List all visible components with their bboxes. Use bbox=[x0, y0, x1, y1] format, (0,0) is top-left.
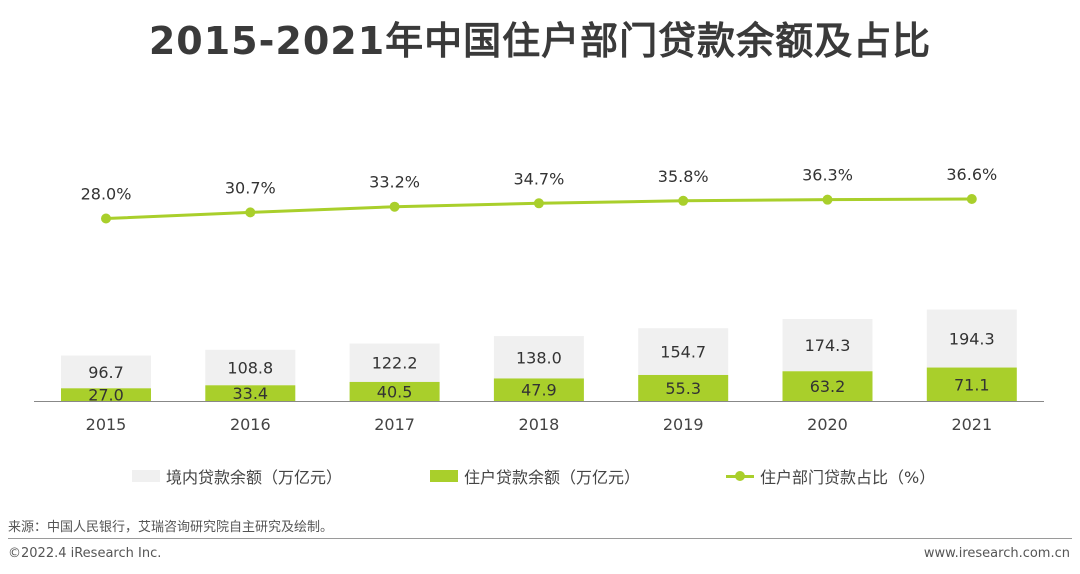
ratio-point-2015 bbox=[101, 213, 111, 224]
bar-household-2016 bbox=[205, 385, 296, 401]
legend-label-ratio: 住户部门贷款占比（%） bbox=[760, 468, 936, 487]
chart-title: 2015-2021年中国住户部门贷款余额及占比 bbox=[148, 19, 932, 63]
legend-item-domestic: 境内贷款余额（万亿元） bbox=[132, 464, 342, 488]
label-household-2021: 71.1 bbox=[954, 375, 990, 394]
source-note: 来源：中国人民银行，艾瑞咨询研究院自主研究及绘制。 bbox=[8, 520, 334, 535]
label-ratio-2018: 34.7% bbox=[513, 169, 564, 188]
label-ratio-2015: 28.0% bbox=[81, 185, 132, 204]
bar-household-2020 bbox=[782, 371, 873, 401]
legend-swatch-household bbox=[430, 470, 458, 482]
x-tick-2018: 2018 bbox=[519, 415, 560, 434]
label-domestic-2015: 96.7 bbox=[88, 363, 124, 382]
label-household-2016: 33.4 bbox=[232, 384, 268, 403]
bar-domestic-2021 bbox=[926, 309, 1017, 368]
bar-household-2018 bbox=[493, 378, 584, 401]
label-domestic-2016: 108.8 bbox=[227, 359, 273, 378]
legend-swatch-domestic bbox=[132, 470, 160, 482]
label-household-2018: 47.9 bbox=[521, 381, 557, 400]
copyright-text: ©2022.4 iResearch Inc. bbox=[8, 546, 162, 561]
ratio-point-2020 bbox=[822, 194, 833, 205]
footer-divider bbox=[8, 538, 1072, 539]
label-ratio-2016: 30.7% bbox=[225, 178, 276, 197]
bar-household-2015 bbox=[61, 388, 151, 401]
ratio-point-2019 bbox=[678, 195, 689, 206]
legend-label-domestic: 境内贷款余额（万亿元） bbox=[166, 468, 343, 487]
label-ratio-2019: 35.8% bbox=[658, 167, 709, 186]
bar-domestic-2015 bbox=[61, 355, 151, 389]
website-link[interactable]: www.iresearch.com.cn bbox=[923, 546, 1070, 561]
x-tick-2016: 2016 bbox=[230, 415, 271, 434]
label-ratio-2017: 33.2% bbox=[369, 173, 420, 192]
bar-domestic-2020 bbox=[782, 318, 873, 372]
bar-domestic-2016 bbox=[205, 349, 296, 386]
label-household-2017: 40.5 bbox=[377, 382, 413, 401]
bar-domestic-2019 bbox=[638, 328, 729, 375]
bar-household-2017 bbox=[349, 381, 440, 401]
x-tick-2021: 2021 bbox=[951, 415, 992, 434]
bar-domestic-2018 bbox=[493, 336, 584, 379]
ratio-point-2018 bbox=[533, 198, 544, 209]
x-tick-2019: 2019 bbox=[663, 415, 704, 434]
x-tick-2017: 2017 bbox=[374, 415, 415, 434]
ratio-point-2017 bbox=[389, 201, 400, 212]
bar-domestic-2017 bbox=[349, 343, 440, 382]
label-domestic-2021: 194.3 bbox=[949, 330, 995, 349]
label-domestic-2020: 174.3 bbox=[805, 336, 851, 355]
label-domestic-2019: 154.7 bbox=[660, 343, 706, 362]
label-domestic-2017: 122.2 bbox=[372, 354, 418, 373]
label-household-2020: 63.2 bbox=[810, 377, 846, 396]
legend-label-household: 住户贷款余额（万亿元） bbox=[464, 468, 641, 487]
ratio-point-2021 bbox=[966, 193, 977, 204]
x-tick-2020: 2020 bbox=[807, 415, 848, 434]
label-ratio-2021: 36.6% bbox=[946, 165, 997, 184]
x-tick-2015: 2015 bbox=[86, 415, 127, 434]
label-household-2015: 27.0 bbox=[88, 386, 124, 405]
legend-item-ratio: 住户部门贷款占比（%） bbox=[726, 464, 935, 488]
label-household-2019: 55.3 bbox=[665, 379, 701, 398]
legend-swatch-ratio bbox=[726, 469, 754, 483]
label-domestic-2018: 138.0 bbox=[516, 348, 562, 367]
label-ratio-2020: 36.3% bbox=[802, 166, 853, 185]
legend: 境内贷款余额（万亿元） 住户贷款余额（万亿元） 住户部门贷款占比（%） bbox=[0, 464, 1080, 488]
ratio-point-2016 bbox=[245, 207, 256, 218]
bar-household-2021 bbox=[926, 367, 1017, 401]
legend-item-household: 住户贷款余额（万亿元） bbox=[430, 464, 640, 488]
bar-household-2019 bbox=[638, 374, 729, 401]
